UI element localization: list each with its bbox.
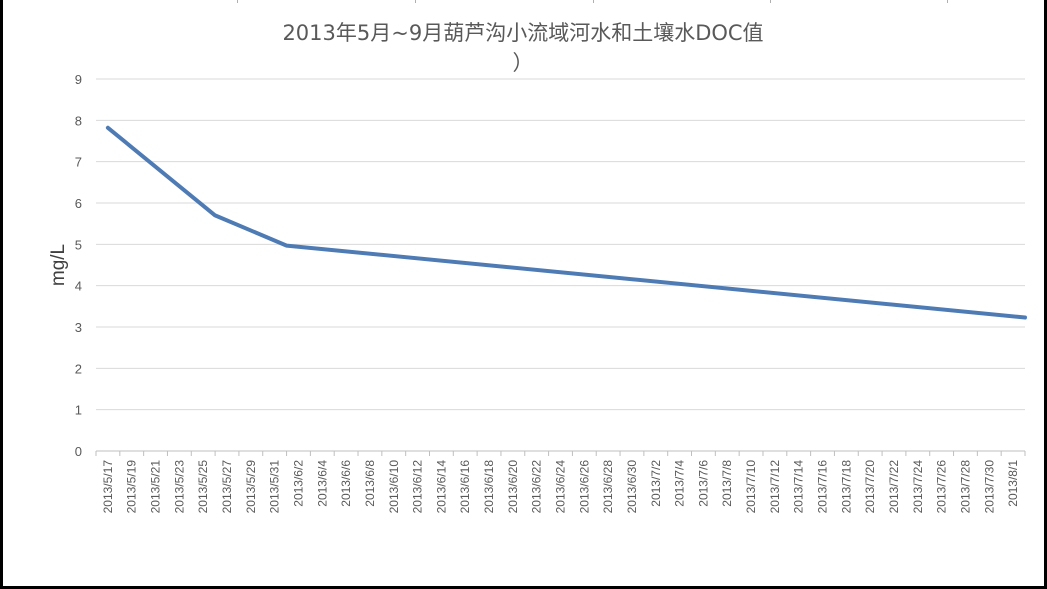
x-tick-label: 2013/7/2 [649, 460, 663, 507]
x-tick-label: 2013/7/30 [982, 460, 996, 514]
y-tick-label: 3 [75, 320, 82, 335]
x-tick-label: 2013/6/26 [577, 460, 591, 514]
x-tick-label: 2013/7/22 [887, 460, 901, 514]
x-tick-label: 2013/6/24 [554, 460, 568, 514]
x-tick-label: 2013/7/8 [720, 460, 734, 507]
x-tick-label: 2013/8/1 [1006, 460, 1020, 507]
x-tick-label: 2013/5/19 [125, 460, 139, 514]
x-tick-label: 2013/6/4 [315, 460, 329, 507]
x-tick-label: 2013/7/12 [768, 460, 782, 514]
x-tick-label: 2013/7/20 [863, 460, 877, 514]
y-tick-label: 9 [75, 72, 82, 87]
x-tick-label: 2013/6/6 [339, 460, 353, 507]
y-tick-label: 2 [75, 361, 82, 376]
x-tick-label: 2013/6/2 [291, 460, 305, 507]
x-tick-label: 2013/5/23 [172, 460, 186, 514]
x-tick-label: 2013/7/16 [816, 460, 830, 514]
x-tick-label: 2013/7/26 [935, 460, 949, 514]
chart-title-line-1: 2013年5月~9月葫芦沟小流域河水和土壤水DOC值 [282, 21, 764, 45]
x-tick-label: 2013/7/24 [911, 460, 925, 514]
x-tick-label: 2013/6/30 [625, 460, 639, 514]
y-tick-label: 6 [75, 196, 82, 211]
x-tick-label: 2013/6/22 [530, 460, 544, 514]
chart-title: 2013年5月~9月葫芦沟小流域河水和土壤水DOC值 ） [260, 18, 786, 78]
y-tick-label: 7 [75, 155, 82, 170]
y-tick-label: 8 [75, 113, 82, 128]
x-tick-label: 2013/6/20 [506, 460, 520, 514]
x-tick-label: 2013/5/31 [268, 460, 282, 514]
y-tick-label: 0 [75, 444, 82, 459]
y-tick-label: 5 [75, 237, 82, 252]
x-tick-label: 2013/7/6 [696, 460, 710, 507]
x-tick-label: 2013/6/8 [363, 460, 377, 507]
x-tick-label: 2013/6/18 [482, 460, 496, 514]
x-tick-label: 2013/7/14 [792, 460, 806, 514]
x-tick-label: 2013/7/10 [744, 460, 758, 514]
x-tick-label: 2013/7/18 [839, 460, 853, 514]
x-tick-label: 2013/5/29 [244, 460, 258, 514]
chart-title-line-2: ） [512, 51, 534, 75]
y-tick-label: 1 [75, 403, 82, 418]
x-tick-label: 2013/6/16 [458, 460, 472, 514]
x-tick-label: 2013/6/28 [601, 460, 615, 514]
x-tick-label: 2013/6/14 [434, 460, 448, 514]
series-line [105, 125, 1027, 320]
x-tick-label: 2013/5/17 [101, 460, 115, 514]
x-tick-label: 2013/5/21 [149, 460, 163, 514]
x-tick-label: 2013/6/12 [411, 460, 425, 514]
x-tick-label: 2013/7/4 [673, 460, 687, 507]
y-tick-label: 4 [75, 279, 82, 294]
top-cell-borders [0, 0, 1047, 3]
x-tick-label: 2013/7/28 [958, 460, 972, 514]
x-tick-label: 2013/5/27 [220, 460, 234, 514]
x-tick-label: 2013/6/10 [387, 460, 401, 514]
x-tick-label: 2013/5/25 [196, 460, 210, 514]
